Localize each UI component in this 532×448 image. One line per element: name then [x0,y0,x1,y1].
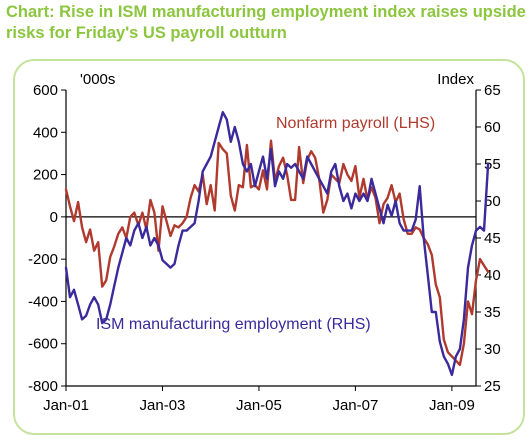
left-tick-label: 600 [33,82,58,99]
left-tick-label: 400 [33,124,58,141]
series-line-nonfarm-payroll [64,139,490,367]
annotation-ism-employment: ISM manufacturing employment (RHS) [96,316,371,333]
left-tick-label: -400 [28,293,58,310]
left-axis-ticks: 600 400 200 0 -200 -400 -600 -800 [28,82,66,395]
left-tick-label: 200 [33,167,58,184]
left-tick-label: -600 [28,336,58,353]
series-layer [64,111,490,377]
right-tick-label: 65 [484,82,501,99]
x-tick-label: Jan-01 [43,397,89,414]
left-tick-label: -200 [28,251,58,268]
left-tick-label: -800 [28,378,58,395]
series-line-ism-employment [64,111,490,377]
chart-axes [65,90,477,387]
right-tick-label: 60 [484,119,501,136]
chart-panel [13,59,525,435]
right-tick-label: 50 [484,193,501,210]
annotation-nonfarm-payroll: Nonfarm payroll (LHS) [276,115,435,132]
x-tick-label: Jan-09 [429,397,475,414]
x-tick-label: Jan-03 [140,397,186,414]
right-axis-unit-label: Index [437,71,474,88]
left-tick-label: 0 [50,209,58,226]
right-tick-label: 30 [484,341,501,358]
right-tick-label: 25 [484,378,501,395]
right-tick-label: 35 [484,304,501,321]
right-tick-label: 45 [484,230,501,247]
x-tick-label: Jan-05 [236,397,282,414]
x-axis-ticks: Jan-01 Jan-03 Jan-05 Jan-07 Jan-09 [43,386,475,414]
chart-title: Chart: Rise in ISM manufacturing employm… [6,3,526,42]
left-axis-unit-label: '000s [80,71,115,88]
x-tick-label: Jan-07 [332,397,378,414]
